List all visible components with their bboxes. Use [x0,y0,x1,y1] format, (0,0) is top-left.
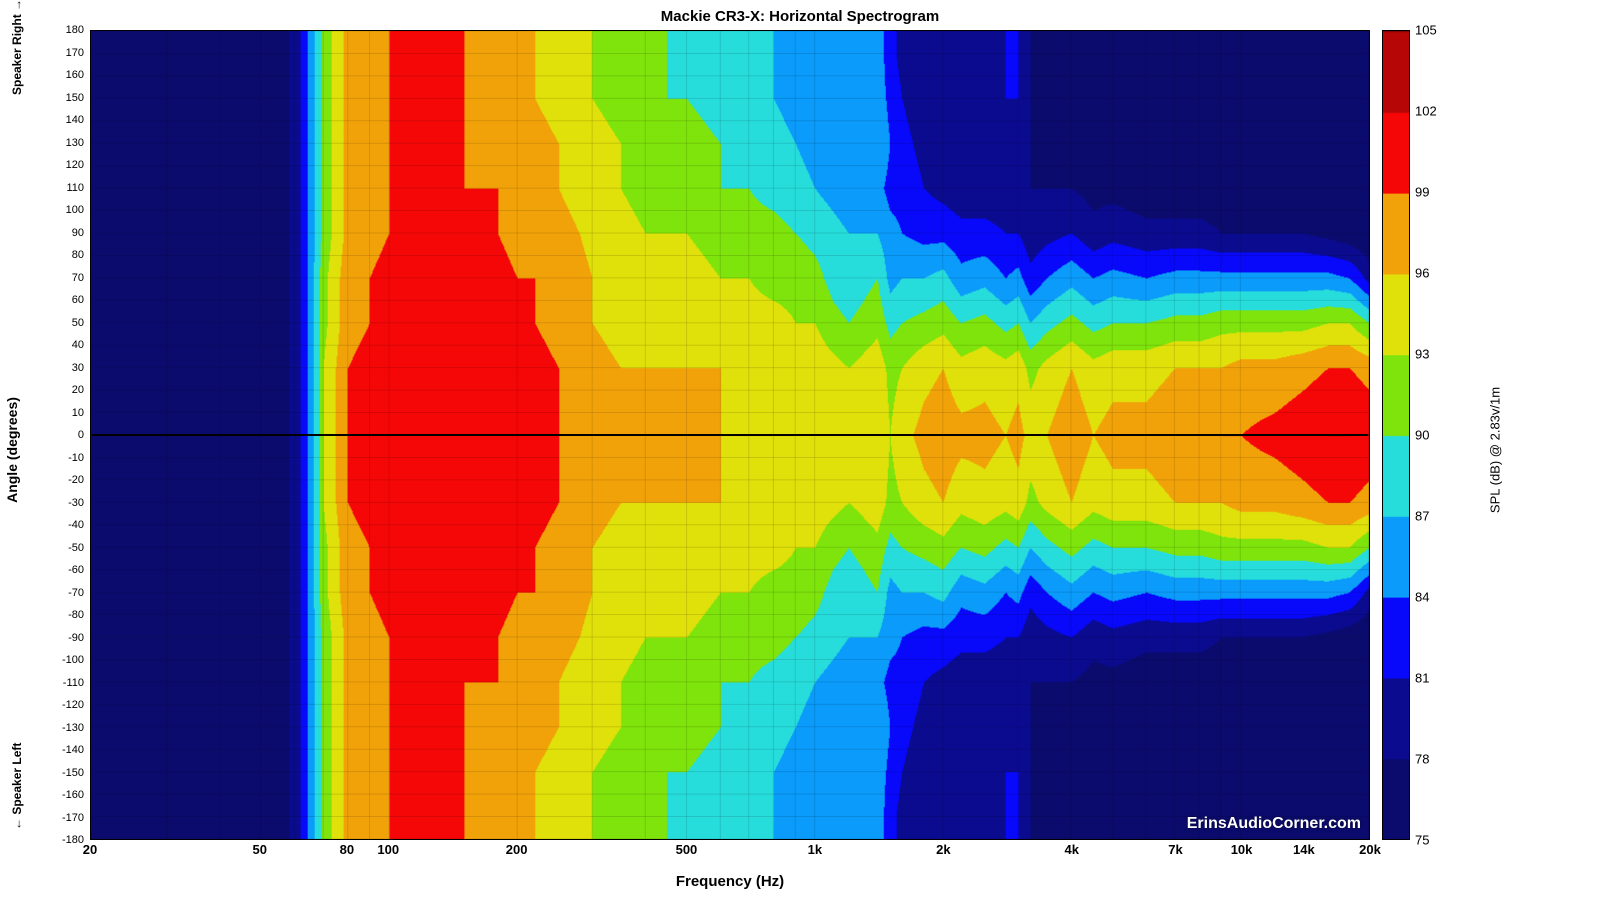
y-tick: 110 [66,182,84,194]
y-tick: 80 [72,249,84,261]
y-tick: 30 [72,362,84,374]
x-tick: 14k [1293,842,1315,857]
heatmap-canvas [91,31,1369,839]
x-tick: 1k [808,842,822,857]
y-tick: 130 [66,137,84,149]
y-tick: -170 [62,812,84,824]
colorbar-tick: 78 [1415,752,1429,767]
x-tick: 20k [1359,842,1381,857]
y-axis-ticks: 1801701601501401301201101009080706050403… [0,30,88,840]
x-tick: 4k [1065,842,1079,857]
colorbar-tick: 75 [1415,833,1429,848]
y-tick: -50 [68,542,84,554]
y-tick: 10 [72,407,84,419]
colorbar-tick: 99 [1415,185,1429,200]
y-tick: -160 [62,789,84,801]
colorbar-tick: 87 [1415,509,1429,524]
spectrogram-chart: Mackie CR3-X: Horizontal Spectrogram Ang… [0,0,1600,900]
y-tick: 0 [78,429,84,441]
colorbar [1382,30,1410,840]
y-tick: -110 [63,677,84,689]
colorbar-label: SPL (dB) @ 2.83v/1m [1488,387,1503,513]
colorbar-tick: 93 [1415,347,1429,362]
x-tick: 80 [340,842,354,857]
y-tick: -120 [62,699,84,711]
x-tick: 500 [676,842,698,857]
y-tick: -90 [68,632,84,644]
x-tick: 100 [377,842,399,857]
y-tick: -80 [68,609,84,621]
y-tick: 40 [72,339,84,351]
colorbar-tick: 102 [1415,104,1437,119]
x-tick: 10k [1231,842,1253,857]
y-tick: 160 [66,69,84,81]
y-tick: 140 [66,114,84,126]
plot-area: ErinsAudioCorner.com [90,30,1370,840]
y-tick: 170 [66,47,84,59]
y-tick: -60 [68,564,84,576]
watermark: ErinsAudioCorner.com [1187,815,1361,833]
y-tick: 180 [66,24,84,36]
x-axis-ticks: 2050801002005001k2k4k7k10k14k20k [90,842,1370,862]
y-tick: 120 [66,159,84,171]
y-tick: -180 [62,834,84,846]
y-tick: 100 [66,204,84,216]
colorbar-tick: 96 [1415,266,1429,281]
y-tick: -70 [68,587,84,599]
colorbar-ticks: 757881848790939699102105 [1415,30,1465,840]
y-tick: 50 [72,317,84,329]
y-tick: 60 [72,294,84,306]
y-tick: 20 [72,384,84,396]
y-tick: -30 [68,497,84,509]
y-tick: -20 [68,474,84,486]
y-tick: -150 [62,767,84,779]
y-tick: -140 [62,744,84,756]
y-tick: 70 [72,272,84,284]
x-tick: 50 [253,842,267,857]
chart-title: Mackie CR3-X: Horizontal Spectrogram [0,8,1600,25]
y-tick: -100 [62,654,84,666]
colorbar-tick: 84 [1415,590,1429,605]
y-tick: 150 [66,92,84,104]
colorbar-tick: 90 [1415,428,1429,443]
x-axis-label: Frequency (Hz) [90,873,1370,890]
y-tick: 90 [72,227,84,239]
x-tick: 200 [506,842,528,857]
colorbar-tick: 81 [1415,671,1429,686]
colorbar-tick: 105 [1415,23,1437,38]
y-tick: -40 [68,519,84,531]
x-tick: 7k [1168,842,1182,857]
x-tick: 20 [83,842,97,857]
y-tick: -130 [62,722,84,734]
x-tick: 2k [936,842,950,857]
y-tick: -10 [68,452,84,464]
